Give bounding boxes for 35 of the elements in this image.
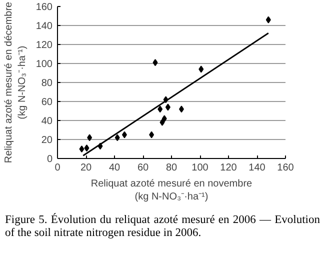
point [162, 115, 167, 122]
x-tick-label: 80 [166, 162, 178, 174]
point [79, 146, 84, 152]
point [165, 104, 170, 111]
caption: Figure 5. Évolution du reliquat azoté mesuré en 2006 — Evolution of the soil nitrate nitrogen residue in 2006. [5, 214, 320, 240]
x-tick-label: 120 [220, 162, 238, 174]
x-tick-label: 100 [192, 162, 209, 174]
y-tick-label: 140 [36, 21, 53, 32]
point [160, 118, 165, 126]
y-tick-label: 60 [41, 97, 53, 108]
point [114, 134, 120, 142]
x-tick-label: 0 [54, 162, 61, 174]
point [87, 134, 92, 142]
y-tick-label: 20 [41, 135, 53, 146]
point [122, 131, 127, 138]
point [266, 16, 271, 24]
x-tick-label: 160 [277, 162, 294, 174]
y-tick-label: 160 [36, 2, 53, 13]
x-axis-title: Reliquat azoté mesuré en novembre (kg N-NO₃⁻·ha⁻¹) [90, 178, 253, 203]
y-tick-label: 0 [46, 154, 53, 165]
point [152, 59, 158, 66]
point [84, 144, 90, 152]
y-tick-label: 100 [36, 59, 53, 70]
point [198, 66, 204, 73]
point [158, 106, 163, 113]
x-tick-label: 40 [108, 162, 120, 174]
point [178, 106, 184, 113]
point [149, 131, 154, 138]
y-tick-label: 40 [41, 116, 53, 127]
y-tick-label: 80 [41, 78, 53, 89]
x-tick-label: 60 [137, 162, 149, 174]
y-tick-label: 120 [36, 40, 53, 51]
x-tick-label: 20 [80, 162, 92, 174]
x-tick-label: 140 [248, 162, 266, 174]
y-axis-title: Reliquat azoté mesuré en décembre (kg N-NO₃⁻·ha⁻¹) [4, 1, 28, 164]
